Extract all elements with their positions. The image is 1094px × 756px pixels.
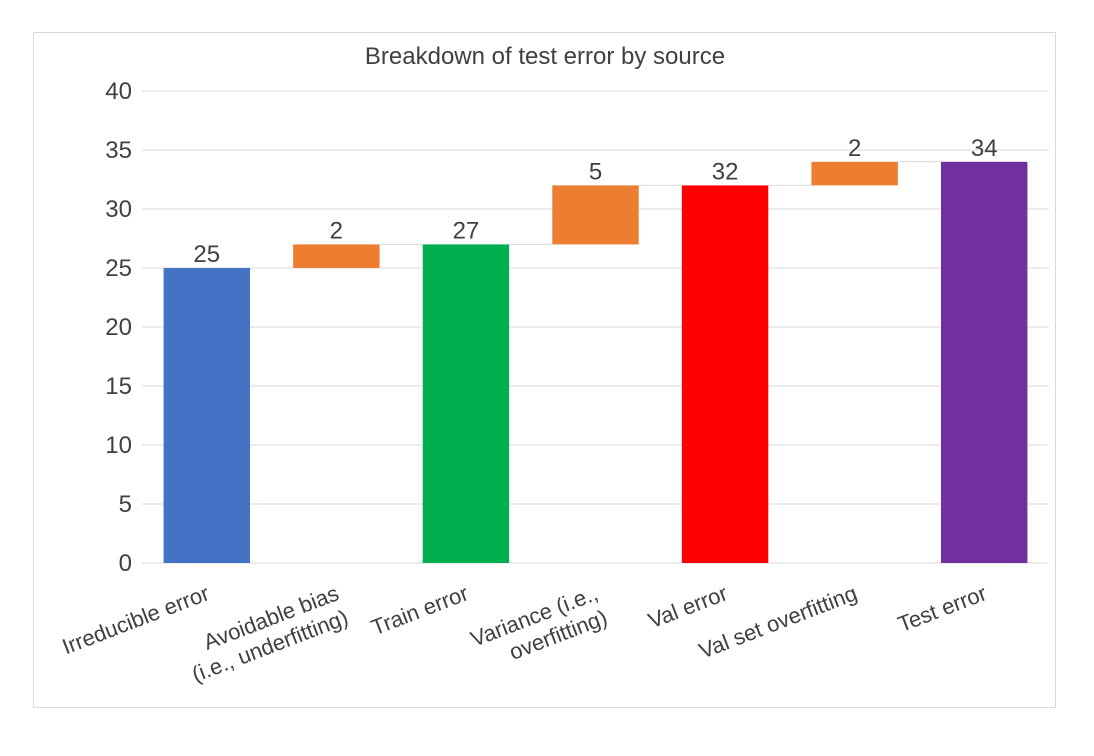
y-tick-label: 15 xyxy=(105,373,132,400)
x-category-label-line: Test error xyxy=(894,580,990,637)
delta-bar xyxy=(811,161,898,186)
x-category-label: Irreducible error xyxy=(59,580,213,659)
y-tick-label: 25 xyxy=(105,255,132,282)
y-tick-label: 35 xyxy=(105,137,132,164)
y-tick-label: 20 xyxy=(105,314,132,341)
data-label: 34 xyxy=(971,135,998,162)
y-tick-label: 10 xyxy=(105,432,132,459)
y-tick-label: 5 xyxy=(119,491,132,518)
delta-bar xyxy=(552,185,639,245)
total-bar xyxy=(681,185,769,563)
total-bar xyxy=(163,268,250,563)
x-category-label: Variance (i.e.,overfitting) xyxy=(467,580,610,676)
x-category-label: Val error xyxy=(645,580,731,633)
y-tick-label: 30 xyxy=(105,196,132,223)
delta-bar xyxy=(293,244,380,268)
data-label: 2 xyxy=(330,217,343,244)
waterfall-chart: Breakdown of test error by source 0 5 10 15… xyxy=(59,43,1049,687)
x-category-label: Test error xyxy=(894,580,990,637)
x-category-label-line: Val error xyxy=(645,580,731,633)
total-bar xyxy=(422,244,510,563)
bars xyxy=(163,161,1028,564)
total-bar xyxy=(941,161,1028,564)
data-label: 5 xyxy=(589,158,602,185)
data-labels: 25 2 27 5 32 2 34 xyxy=(193,135,997,268)
data-label: 27 xyxy=(453,217,480,244)
chart-title: Breakdown of test error by source xyxy=(365,43,725,70)
chart-frame: Breakdown of test error by source 0 5 10 15… xyxy=(33,32,1056,708)
connectors xyxy=(249,161,942,269)
x-category-label: Train error xyxy=(368,580,472,640)
data-label: 32 xyxy=(712,158,739,185)
y-tick-label: 40 xyxy=(105,78,132,105)
data-label: 2 xyxy=(848,135,861,162)
x-category-label-line: Train error xyxy=(368,580,472,640)
x-category-label-line: Irreducible error xyxy=(59,580,213,659)
y-axis: 0 5 10 15 20 25 30 35 40 xyxy=(105,78,132,577)
y-tick-label: 0 xyxy=(119,550,132,577)
data-label: 25 xyxy=(193,241,220,268)
